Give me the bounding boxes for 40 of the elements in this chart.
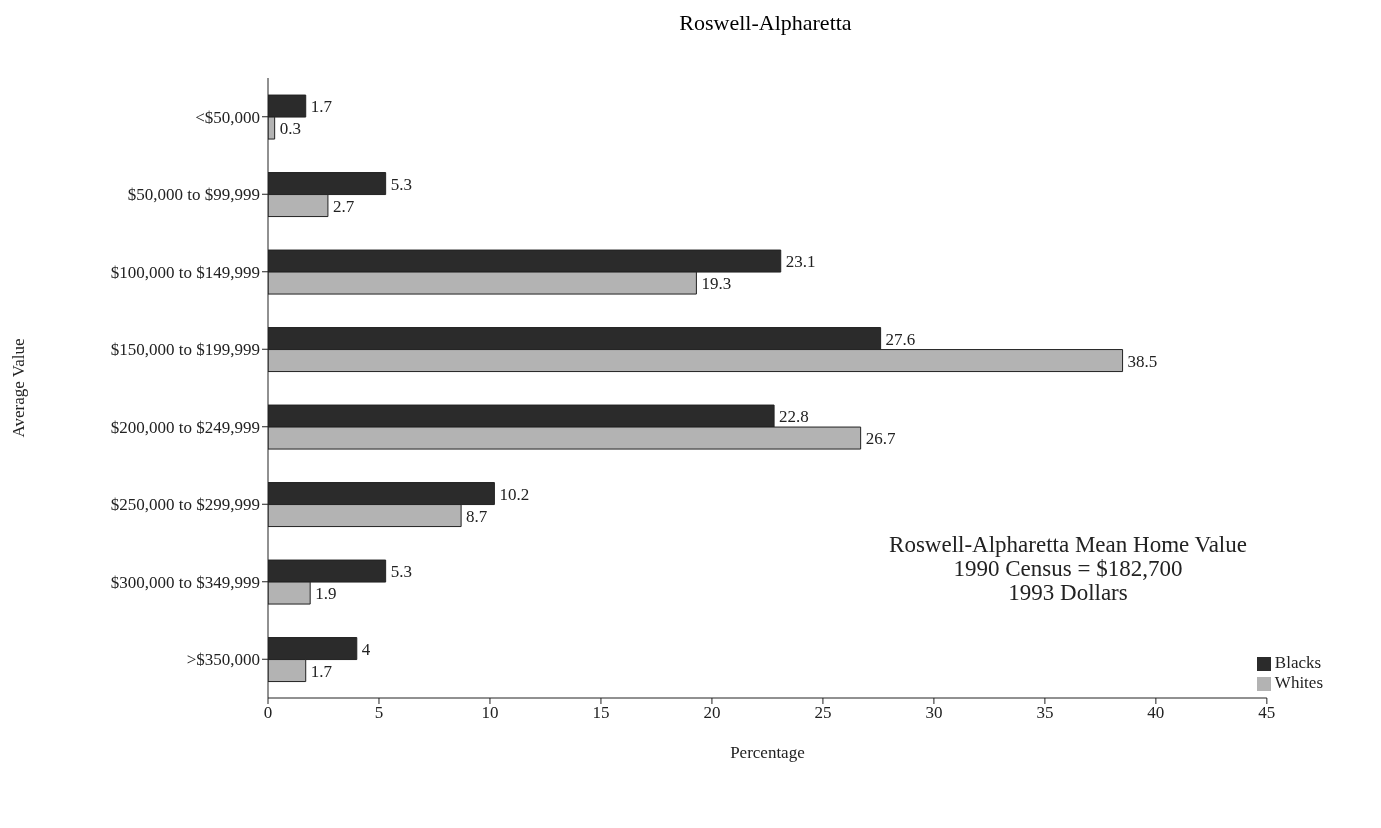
y-tick-label: $250,000 to $299,999 [110, 495, 260, 515]
chart-title: Roswell-Alpharetta [678, 9, 853, 37]
legend-label: Whites [1274, 673, 1323, 692]
x-tick-label: 40 [1147, 703, 1165, 723]
data-label: 5.3 [390, 562, 412, 582]
y-tick-label: >$350,000 [186, 650, 260, 670]
x-tick-label: 5 [374, 703, 384, 723]
x-tick-label: 45 [1258, 703, 1276, 723]
x-tick-label: 20 [703, 703, 721, 723]
data-label: 19.3 [701, 274, 732, 294]
x-axis-title: Percentage [730, 743, 805, 762]
y-tick-label: $300,000 to $349,999 [110, 572, 260, 592]
legend-label: Blacks [1274, 653, 1322, 672]
data-label: 2.7 [332, 196, 355, 216]
data-label: 27.6 [885, 329, 916, 349]
x-tick-label: 35 [1036, 703, 1054, 723]
x-tick-label: 0 [263, 703, 273, 723]
data-label: 10.2 [499, 484, 530, 504]
x-tick-label: 25 [814, 703, 832, 723]
data-label: 1.7 [310, 661, 333, 681]
data-label: 26.7 [865, 429, 896, 449]
data-label: 38.5 [1127, 351, 1158, 371]
y-tick-label: $200,000 to $249,999 [110, 417, 260, 437]
data-label: 0.3 [279, 119, 301, 139]
y-tick-label: <$50,000 [195, 107, 260, 127]
data-label: 4 [361, 639, 371, 659]
y-axis-title: Average Value [9, 338, 29, 438]
x-tick-label: 10 [481, 703, 499, 723]
data-label: 1.7 [310, 97, 333, 117]
data-label: 23.1 [785, 252, 816, 272]
y-tick-label: $50,000 to $99,999 [127, 185, 260, 205]
data-label: 8.7 [466, 506, 488, 526]
y-tick-label: $150,000 to $199,999 [110, 340, 260, 360]
x-tick-label: 30 [925, 703, 943, 723]
data-label: 1.9 [315, 584, 337, 604]
data-label: 22.8 [779, 407, 809, 427]
data-label: 5.3 [390, 174, 412, 194]
y-tick-label: $100,000 to $149,999 [110, 262, 260, 282]
x-tick-label: 15 [592, 703, 610, 723]
note-text: Roswell-Alpharetta Mean Home Value 1990 Census = $182,700 1993 Dollars [888, 533, 1248, 605]
